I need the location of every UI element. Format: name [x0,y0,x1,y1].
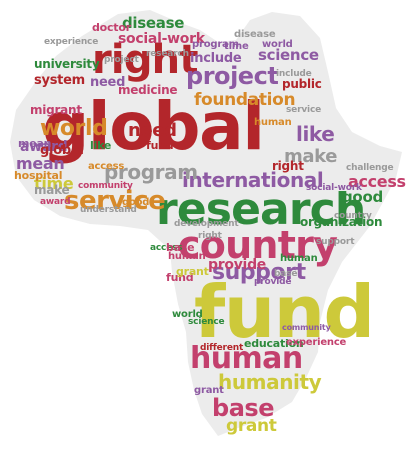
word-base: base [212,394,275,422]
word-human: human [254,117,292,128]
word-right: right [198,231,222,241]
word-award: award [40,197,71,207]
word-research: research [146,49,189,59]
word-education: education [244,337,304,350]
word-medicine: medicine [118,83,178,97]
word-different: different [200,343,244,353]
word-migrant: migrant [30,103,82,117]
word-science: science [258,46,319,64]
word-program: program [192,39,239,50]
word-include: include [190,51,242,66]
word-fund: fund [146,139,174,152]
word-global: global [42,88,265,165]
word-human: human [168,251,206,262]
word-public: public [282,77,322,91]
word-science: science [188,317,225,327]
word-world: world [172,309,203,320]
word-access: access [88,161,125,172]
word-mean: mean [18,137,52,150]
word-like: like [90,139,112,152]
word-base: base [166,241,195,254]
word-international: international [182,168,324,192]
word-service: service [64,186,166,216]
word-human: human [190,341,303,376]
word-support: support [212,260,306,285]
word-time: time [34,174,74,193]
word-world: world [262,39,293,50]
word-disease: disease [234,29,276,40]
word-social-work: social-work [118,31,205,47]
word-global: global [40,143,84,158]
word-support: support [316,237,355,247]
word-mean: mean [16,154,65,173]
word-project: project [104,55,139,65]
word-doctor: doctor [92,21,131,34]
word-human: human [280,253,318,264]
word-fund: fund [194,270,375,354]
word-understand: understand [80,205,137,215]
word-country: country [334,211,372,221]
word-grant: grant [176,265,209,278]
word-access: access [150,243,183,253]
word-development: development [174,219,239,229]
word-good: good [122,197,150,208]
word-need: need [90,75,126,90]
word-foundation: foundation [194,90,296,110]
word-right: right [92,37,198,83]
word-award: award [20,139,68,155]
word-hospital: hospital [14,169,63,182]
word-like: like [296,122,335,146]
word-country: country [178,223,338,267]
word-experience: experience [286,337,347,348]
word-social-work: social-work [306,183,362,193]
word-provide: provide [254,277,292,287]
word-fund: fund [166,271,194,284]
word-grant: grant [194,385,224,396]
word-disease: disease [122,14,185,32]
word-experience: experience [44,37,99,47]
word-community: community [78,181,133,191]
word-community: community [282,323,331,332]
word-grant: grant [226,416,277,436]
word-program: program [104,160,198,184]
word-challenge: challenge [346,163,394,173]
word-time: time [224,41,249,52]
word-make: make [34,183,70,197]
word-need: need [128,120,177,141]
word-base: base [274,269,298,279]
word-make: make [284,146,338,167]
word-service: service [286,105,322,115]
word-access: access [348,172,406,191]
word-research: research [156,184,366,235]
word-good: good [342,188,383,206]
word-provide: provide [208,257,267,273]
word-system: system [34,73,85,88]
word-university: university [34,57,100,71]
word-project: project [186,62,279,90]
word-world: world [40,116,108,141]
word-humanity: humanity [218,370,322,394]
word-include: include [276,69,312,79]
word-right: right [272,159,304,173]
africa-shape [10,10,402,436]
word-organization: organization [300,215,383,229]
